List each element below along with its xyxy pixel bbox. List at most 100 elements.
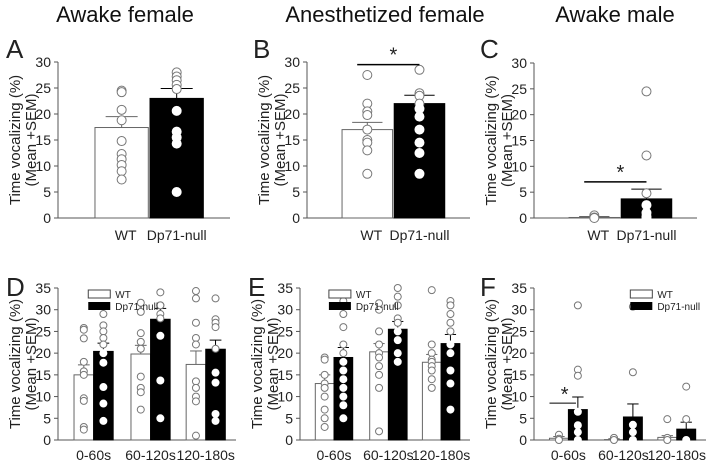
data-point-wt-F <box>663 415 672 424</box>
panel-label-B: B <box>253 34 270 64</box>
data-point-dp71-E <box>393 357 402 366</box>
y-tick-label-F: 35 <box>511 280 527 296</box>
data-point-dp71-C <box>641 86 652 97</box>
data-point-wt-D <box>136 405 145 414</box>
bar-dp71-E <box>440 343 461 441</box>
panel-label-F: F <box>480 272 496 302</box>
y-tick-label-C: 0 <box>519 210 527 226</box>
data-point-wt-D <box>79 325 88 334</box>
y-label-F: (Mean +SEM) <box>499 318 516 411</box>
legend-swatch-dp71 <box>630 302 653 310</box>
data-point-dp71-D <box>99 399 108 408</box>
data-point-dp71-E <box>339 349 348 358</box>
data-point-dp71-E <box>339 392 348 401</box>
y-tick-label-F: 15 <box>511 367 527 383</box>
data-point-dp71-E <box>393 318 402 327</box>
y-tick-label-C: 20 <box>511 107 527 123</box>
data-point-dp71-D <box>99 383 108 392</box>
data-point-dp71-E <box>446 405 455 414</box>
data-point-wt-E <box>375 327 384 336</box>
data-point-dp71-F <box>573 407 582 416</box>
data-point-wt-E <box>427 349 436 358</box>
data-point-dp71-A <box>171 105 182 116</box>
bar-dp71-B <box>393 103 446 219</box>
data-point-dp71-D <box>156 288 165 297</box>
x-tick-label-A: WT <box>115 227 137 243</box>
data-point-wt-B <box>362 124 373 135</box>
data-point-wt-E <box>320 405 329 414</box>
panel-label-D: D <box>6 272 25 302</box>
bar-dp71-A <box>149 97 204 219</box>
data-point-dp71-E <box>339 375 348 384</box>
y-tick-label-A: 30 <box>35 54 51 70</box>
legend-label-dp71: Dp71-null <box>115 302 158 313</box>
y-tick-label-B: 30 <box>284 54 300 70</box>
data-point-dp71-F <box>573 301 582 310</box>
y-tick-label-E: 20 <box>277 345 293 361</box>
data-point-wt-F <box>609 436 618 444</box>
data-point-dp71-C <box>641 150 652 161</box>
y-tick-label-E: 5 <box>285 410 293 426</box>
data-point-dp71-D <box>211 294 220 303</box>
data-point-wt-E <box>375 383 384 392</box>
y-tick-label-F: 30 <box>511 302 527 318</box>
data-point-wt-E <box>320 392 329 401</box>
data-point-wt-E <box>375 340 384 349</box>
bar-dp71-E <box>387 328 408 441</box>
data-point-dp71-C <box>641 213 652 223</box>
data-point-dp71-B <box>414 124 425 135</box>
data-point-dp71-D <box>99 358 108 367</box>
data-point-wt-E <box>320 422 329 431</box>
data-point-dp71-B <box>414 111 425 122</box>
data-point-wt-D <box>191 333 200 342</box>
y-tick-label-D: 0 <box>43 432 51 448</box>
y-tick-label-B: 0 <box>292 210 300 226</box>
y-tick-label-C: 25 <box>511 81 527 97</box>
data-point-dp71-B <box>414 137 425 148</box>
y-tick-label-C: 30 <box>511 55 527 71</box>
data-point-dp71-F <box>682 382 691 391</box>
y-tick-label-A: 15 <box>35 132 51 148</box>
data-point-wt-D <box>136 372 145 381</box>
data-point-dp71-E <box>446 379 455 388</box>
legend-label-wt: WT <box>115 290 131 301</box>
legend-label-dp71: Dp71-null <box>657 302 700 313</box>
y-tick-label-B: 10 <box>284 158 300 174</box>
y-tick-label-A: 10 <box>35 158 51 174</box>
y-label-B: (Mean +SEM) <box>272 94 289 187</box>
data-point-dp71-E <box>339 401 348 410</box>
y-label-D: Time vocalizing (%) <box>7 299 24 429</box>
y-tick-label-E: 30 <box>277 302 293 318</box>
data-point-wt-E <box>427 375 436 384</box>
legend-label-wt: WT <box>356 290 372 301</box>
y-label-E: Time vocalizing (%) <box>249 299 266 429</box>
y-tick-label-F: 20 <box>511 345 527 361</box>
y-tick-label-C: 15 <box>511 133 527 149</box>
y-tick-label-D: 10 <box>35 389 51 405</box>
x-tick-label-F: 120-180s <box>648 447 706 462</box>
title-awake-female: Awake female <box>56 2 194 27</box>
data-point-wt-F <box>663 436 672 444</box>
data-point-wt-E <box>320 383 329 392</box>
data-point-wt-A <box>116 104 127 115</box>
data-point-dp71-C <box>641 188 652 199</box>
data-point-dp71-F <box>573 436 582 444</box>
data-point-wt-E <box>427 340 436 349</box>
data-point-wt-E <box>320 414 329 423</box>
data-point-wt-D <box>191 377 200 386</box>
data-point-dp71-D <box>99 340 108 349</box>
x-tick-label-F: 60-120s <box>598 447 649 462</box>
y-tick-label-B: 20 <box>284 106 300 122</box>
y-tick-label-C: 5 <box>519 184 527 200</box>
y-tick-label-B: 15 <box>284 132 300 148</box>
data-point-wt-E <box>320 370 329 379</box>
data-point-dp71-D <box>99 349 108 358</box>
data-point-dp71-E <box>446 318 455 327</box>
x-tick-label-A: Dp71-null <box>147 227 207 243</box>
data-point-dp71-E <box>393 349 402 358</box>
data-point-wt-D <box>79 396 88 405</box>
data-point-dp71-B <box>414 64 425 75</box>
y-tick-label-A: 25 <box>35 80 51 96</box>
data-point-dp71-F <box>573 428 582 437</box>
